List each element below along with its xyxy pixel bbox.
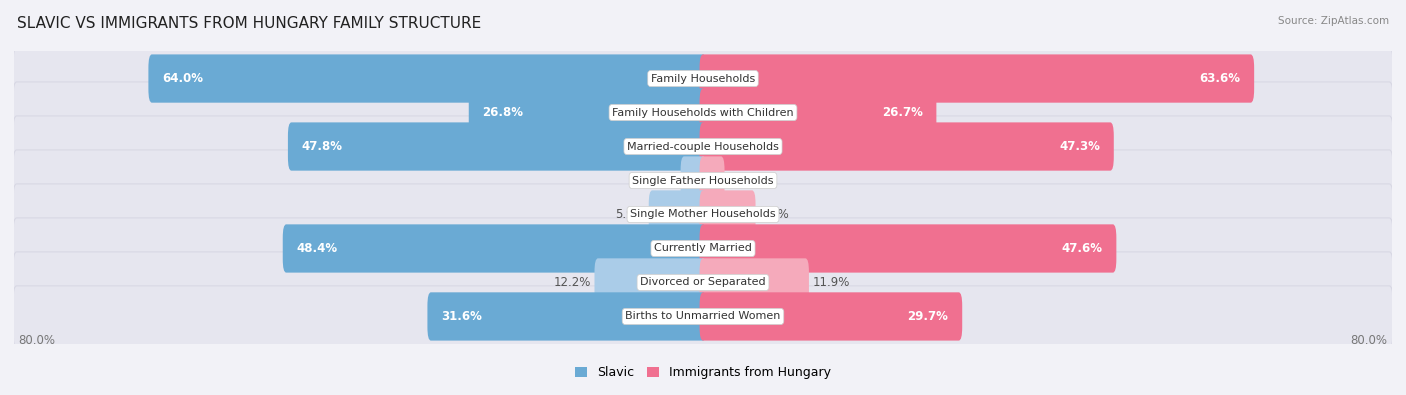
FancyBboxPatch shape (700, 122, 1114, 171)
FancyBboxPatch shape (700, 190, 755, 239)
Text: Family Households: Family Households (651, 73, 755, 83)
Text: 63.6%: 63.6% (1199, 72, 1240, 85)
FancyBboxPatch shape (283, 224, 706, 273)
FancyBboxPatch shape (468, 88, 706, 137)
Text: 80.0%: 80.0% (1351, 335, 1388, 348)
Text: Divorced or Separated: Divorced or Separated (640, 277, 766, 288)
FancyBboxPatch shape (13, 252, 1393, 313)
Text: Family Households with Children: Family Households with Children (612, 107, 794, 118)
Text: 48.4%: 48.4% (297, 242, 337, 255)
FancyBboxPatch shape (13, 48, 1393, 109)
Text: 2.2%: 2.2% (647, 174, 678, 187)
FancyBboxPatch shape (427, 292, 706, 340)
Text: Births to Unmarried Women: Births to Unmarried Women (626, 312, 780, 322)
FancyBboxPatch shape (13, 218, 1393, 279)
FancyBboxPatch shape (13, 150, 1393, 211)
Text: 31.6%: 31.6% (441, 310, 482, 323)
Text: 80.0%: 80.0% (18, 335, 55, 348)
FancyBboxPatch shape (681, 156, 706, 205)
Text: 47.6%: 47.6% (1062, 242, 1102, 255)
Text: 5.9%: 5.9% (616, 208, 645, 221)
FancyBboxPatch shape (13, 116, 1393, 177)
Text: Married-couple Households: Married-couple Households (627, 141, 779, 152)
Text: 12.2%: 12.2% (554, 276, 591, 289)
Text: Single Father Households: Single Father Households (633, 175, 773, 186)
FancyBboxPatch shape (648, 190, 706, 239)
Text: Currently Married: Currently Married (654, 243, 752, 254)
Text: 26.7%: 26.7% (882, 106, 922, 119)
FancyBboxPatch shape (700, 55, 1254, 103)
Text: Single Mother Households: Single Mother Households (630, 209, 776, 220)
Text: Source: ZipAtlas.com: Source: ZipAtlas.com (1278, 16, 1389, 26)
Text: 47.3%: 47.3% (1059, 140, 1099, 153)
FancyBboxPatch shape (700, 88, 936, 137)
Text: 26.8%: 26.8% (482, 106, 523, 119)
FancyBboxPatch shape (13, 184, 1393, 245)
FancyBboxPatch shape (700, 156, 724, 205)
Text: 64.0%: 64.0% (162, 72, 204, 85)
Text: SLAVIC VS IMMIGRANTS FROM HUNGARY FAMILY STRUCTURE: SLAVIC VS IMMIGRANTS FROM HUNGARY FAMILY… (17, 16, 481, 31)
Text: 5.7%: 5.7% (759, 208, 789, 221)
FancyBboxPatch shape (595, 258, 706, 307)
Text: 11.9%: 11.9% (813, 276, 849, 289)
FancyBboxPatch shape (700, 258, 808, 307)
FancyBboxPatch shape (149, 55, 706, 103)
FancyBboxPatch shape (13, 286, 1393, 347)
Legend: Slavic, Immigrants from Hungary: Slavic, Immigrants from Hungary (569, 361, 837, 384)
Text: 2.1%: 2.1% (728, 174, 758, 187)
Text: 29.7%: 29.7% (907, 310, 949, 323)
FancyBboxPatch shape (13, 82, 1393, 143)
Text: 47.8%: 47.8% (302, 140, 343, 153)
FancyBboxPatch shape (700, 292, 962, 340)
FancyBboxPatch shape (288, 122, 706, 171)
FancyBboxPatch shape (700, 224, 1116, 273)
